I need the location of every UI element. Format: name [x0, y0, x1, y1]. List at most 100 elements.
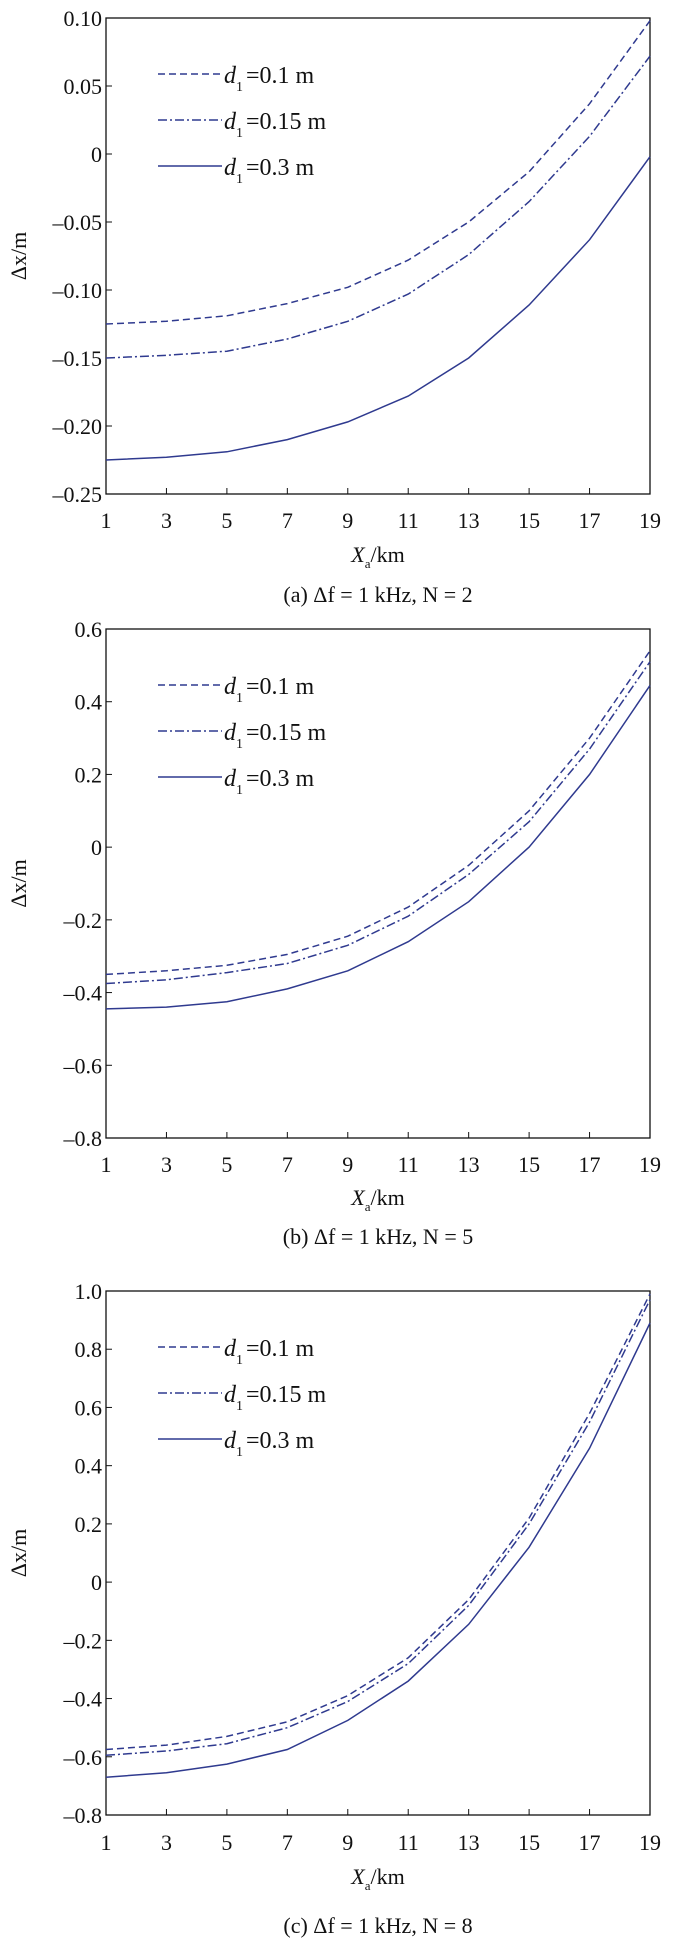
y-axis-label: Δx/m	[6, 1529, 31, 1577]
x-axis-label-unit: /km	[371, 1185, 405, 1210]
x-axis-label-unit: /km	[371, 1864, 405, 1889]
x-tick-label: 1	[101, 508, 112, 533]
x-axis-label-sub: a	[365, 556, 371, 571]
y-tick-label: –0.6	[63, 1053, 103, 1078]
y-tick-label: –0.10	[52, 278, 103, 303]
series-line-dashed	[105, 1293, 651, 1751]
y-tick-label: –0.8	[63, 1803, 103, 1828]
y-tick-label: 0.2	[75, 762, 103, 787]
legend-label: d1 =0.3 m	[224, 155, 315, 187]
legend-sub: 1	[236, 172, 243, 187]
legend-var: d	[224, 1336, 237, 1362]
legend-var: d	[224, 155, 237, 181]
legend-var: d	[224, 766, 237, 792]
legend-label: d1 =0.15 m	[224, 109, 327, 141]
y-tick-label: 0.4	[75, 1454, 103, 1479]
x-tick-label: 3	[161, 1830, 172, 1855]
x-tick-label: 11	[398, 1152, 419, 1177]
x-tick-label: 7	[282, 1830, 293, 1855]
x-tick-label: 1	[101, 1152, 112, 1177]
y-tick-label: 0.2	[75, 1512, 103, 1537]
y-tick-label: –0.20	[52, 414, 103, 439]
legend-value: =0.15 m	[246, 109, 327, 135]
y-tick-label: 0	[91, 835, 102, 860]
plot-frame	[105, 1290, 651, 1816]
legend-label: d1 =0.1 m	[224, 674, 315, 706]
x-tick-label: 13	[458, 1830, 480, 1855]
y-tick-label: 0.8	[75, 1337, 103, 1362]
legend-var: d	[224, 109, 237, 135]
x-tick-label: 7	[282, 1152, 293, 1177]
legend-sub: 1	[236, 783, 243, 798]
x-axis-label: Xa/km	[350, 1864, 404, 1893]
x-tick-label: 15	[518, 1152, 540, 1177]
x-tick-label: 5	[221, 1152, 232, 1177]
series-line-dashdot	[105, 661, 651, 985]
legend-var: d	[224, 1428, 237, 1454]
legend-sub: 1	[236, 691, 243, 706]
y-tick-label: –0.6	[63, 1745, 103, 1770]
x-tick-label: 3	[161, 508, 172, 533]
legend-var: d	[224, 1382, 237, 1408]
y-tick-label: 0.6	[75, 1395, 103, 1420]
x-tick-label: 7	[282, 508, 293, 533]
x-axis-label-var: X	[350, 1864, 366, 1889]
legend-sub: 1	[236, 1353, 243, 1368]
chart-panel-c: 1.00.80.60.40.20–0.2–0.4–0.6–0.81 3 5 7 9 11 1…	[6, 1279, 661, 1938]
chart-panel-a: 0.100.050–0.05–0.10–0.15–0.20–0.251 3 5 7 9 1…	[6, 6, 661, 607]
y-tick-label: –0.15	[52, 346, 103, 371]
x-tick-label: 19	[639, 508, 661, 533]
y-tick-label: 0.6	[75, 617, 103, 642]
x-axis-label-sub: a	[365, 1878, 371, 1893]
x-axis-label-sub: a	[365, 1199, 371, 1214]
legend-label: d1 =0.15 m	[224, 1382, 327, 1414]
x-tick-label: 9	[342, 508, 353, 533]
y-tick-label: –0.2	[63, 908, 103, 933]
x-tick-label: 3	[161, 1152, 172, 1177]
x-tick-label: 9	[342, 1152, 353, 1177]
x-axis-label-var: X	[350, 1185, 366, 1210]
y-tick-label: –0.05	[52, 210, 103, 235]
legend-value: =0.1 m	[246, 674, 315, 700]
y-tick-label: 0.05	[64, 74, 103, 99]
panel-caption: (b) Δf = 1 kHz, N = 5	[283, 1224, 473, 1249]
x-tick-label: 19	[639, 1830, 661, 1855]
y-tick-label: –0.4	[63, 981, 103, 1006]
x-axis-label: Xa/km	[350, 542, 404, 571]
series-line-solid	[105, 156, 651, 461]
panel-caption: (a) Δf = 1 kHz, N = 2	[283, 582, 472, 607]
y-tick-label: 0	[91, 142, 102, 167]
x-axis-label-var: X	[350, 542, 366, 567]
x-tick-label: 5	[221, 1830, 232, 1855]
series-line-dashdot	[105, 55, 651, 359]
y-tick-label: –0.8	[63, 1126, 103, 1151]
x-tick-label: 11	[398, 508, 419, 533]
legend-var: d	[224, 720, 237, 746]
y-tick-label: 0.4	[75, 690, 103, 715]
x-tick-label: 5	[221, 508, 232, 533]
legend-value: =0.3 m	[246, 155, 315, 181]
legend-sub: 1	[236, 80, 243, 95]
plot-frame	[105, 628, 651, 1139]
legend-label: d1 =0.1 m	[224, 1336, 315, 1368]
legend-value: =0.15 m	[246, 1382, 327, 1408]
y-tick-label: 0.10	[64, 6, 103, 31]
legend-sub: 1	[236, 126, 243, 141]
series-line-dashed	[105, 20, 651, 325]
x-axis-label: Xa/km	[350, 1185, 404, 1214]
y-tick-label: –0.4	[63, 1687, 103, 1712]
x-tick-label: 13	[458, 1152, 480, 1177]
legend-sub: 1	[236, 737, 243, 752]
y-axis-label: Δx/m	[6, 859, 31, 907]
x-tick-label: 15	[518, 508, 540, 533]
x-tick-label: 15	[518, 1830, 540, 1855]
legend-label: d1 =0.3 m	[224, 1428, 315, 1460]
legend-value: =0.1 m	[246, 63, 315, 89]
x-tick-label: 17	[579, 508, 601, 533]
plot-frame	[105, 17, 651, 495]
legend-value: =0.1 m	[246, 1336, 315, 1362]
x-tick-label: 9	[342, 1830, 353, 1855]
y-tick-label: 1.0	[75, 1279, 103, 1304]
x-axis-label-unit: /km	[371, 542, 405, 567]
